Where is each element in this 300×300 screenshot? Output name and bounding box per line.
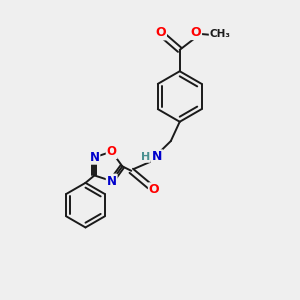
Text: O: O	[149, 183, 160, 196]
Text: O: O	[155, 26, 166, 39]
Text: N: N	[107, 175, 117, 188]
Text: O: O	[107, 145, 117, 158]
Text: O: O	[190, 26, 201, 39]
Text: H: H	[141, 152, 150, 162]
Text: N: N	[89, 151, 99, 164]
Text: N: N	[152, 150, 162, 163]
Text: CH₃: CH₃	[210, 29, 231, 39]
